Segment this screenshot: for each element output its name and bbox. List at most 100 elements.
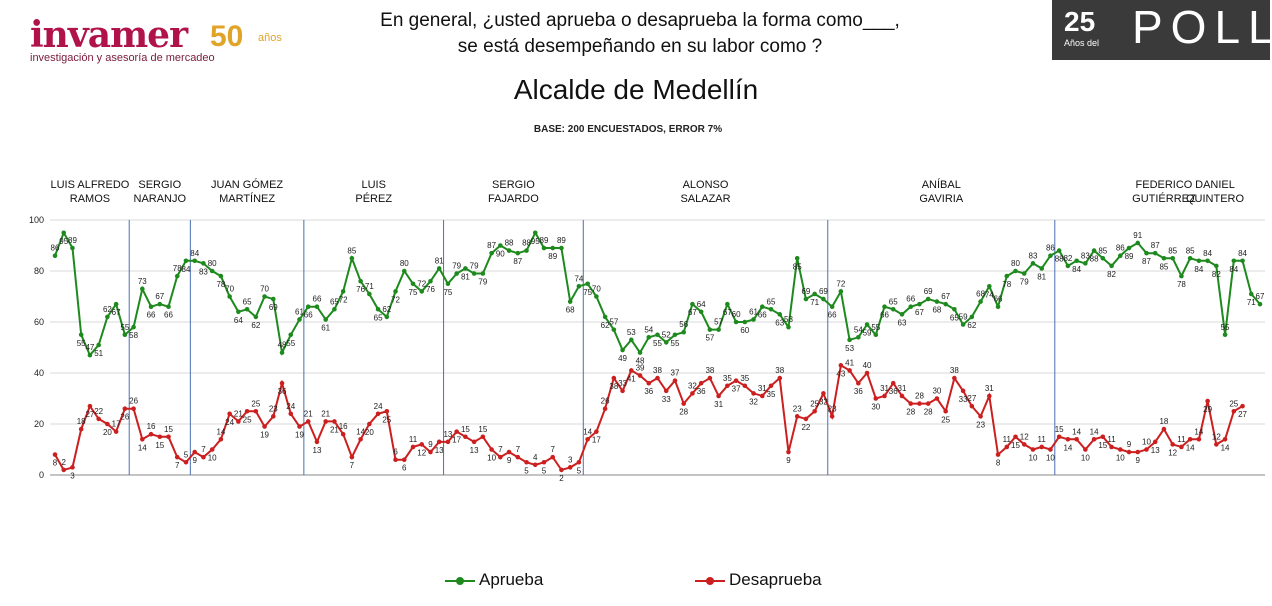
data-label-desaprueba: 15 [1055,425,1064,434]
data-label-aprueba: 84 [190,249,199,258]
data-point-desaprueba [952,375,957,381]
data-label-aprueba: 55 [77,339,86,348]
data-point-desaprueba [1144,447,1149,452]
data-label-aprueba: 65 [374,313,383,322]
data-label-desaprueba: 39 [636,364,645,373]
data-point-desaprueba [995,452,1001,457]
data-point-desaprueba [166,434,171,440]
data-point-aprueba [244,306,250,312]
data-label-desaprueba: 5 [524,466,529,475]
data-label-aprueba: 81 [461,272,470,281]
data-point-aprueba [349,255,355,261]
data-label-desaprueba: 18 [1159,417,1168,426]
data-point-aprueba [934,299,940,304]
data-label-aprueba: 88 [1055,255,1064,264]
data-point-aprueba [629,337,634,343]
data-point-desaprueba [262,424,267,429]
data-label-desaprueba: 30 [932,387,941,396]
data-label-desaprueba: 13 [313,446,322,455]
data-point-desaprueba [1083,447,1088,452]
data-point-desaprueba [1091,437,1097,442]
data-point-aprueba [890,306,896,312]
data-label-aprueba: 49 [618,354,627,363]
data-point-aprueba [1100,255,1106,261]
data-point-desaprueba [445,439,451,445]
data-point-desaprueba [279,380,285,386]
data-label-desaprueba: 3 [70,471,75,480]
data-label-desaprueba: 21 [321,409,330,418]
legend-desaprueba-label: Desaprueba [729,570,822,589]
data-point-aprueba [637,350,643,355]
data-label-desaprueba: 28 [679,408,688,417]
data-label-desaprueba: 25 [1229,399,1238,408]
data-point-aprueba [978,299,983,304]
data-point-aprueba [401,268,407,274]
data-label-aprueba: 89 [540,236,549,245]
data-point-aprueba [288,332,294,338]
data-label-desaprueba: 30 [871,403,880,412]
data-label-desaprueba: 9 [1136,456,1141,465]
data-point-aprueba [611,327,617,332]
data-point-desaprueba [1056,434,1062,440]
data-point-desaprueba [1004,444,1010,450]
data-point-aprueba [532,230,538,236]
data-point-aprueba [1152,250,1158,256]
data-point-desaprueba [1117,447,1123,452]
data-label-aprueba: 71 [810,298,819,307]
data-point-desaprueba [78,426,84,432]
data-label-desaprueba: 31 [880,384,889,393]
data-point-aprueba [716,327,721,332]
data-label-aprueba: 61 [321,323,330,332]
data-label-desaprueba: 9 [1127,440,1132,449]
data-point-aprueba [218,273,224,279]
data-point-desaprueba [742,383,748,389]
data-label-aprueba: 57 [705,334,714,343]
data-label-aprueba: 64 [234,316,243,325]
data-point-aprueba [1056,248,1062,253]
data-point-aprueba [1126,245,1132,251]
data-point-aprueba [1091,248,1097,253]
data-point-desaprueba [244,408,250,414]
chart-title: Alcalde de Medellín [513,74,759,105]
data-point-desaprueba [864,370,870,376]
data-label-desaprueba: 5 [577,466,582,475]
data-point-desaprueba [463,434,468,440]
data-point-desaprueba [140,437,145,442]
data-label-desaprueba: 31 [985,384,994,393]
data-point-aprueba [725,301,730,307]
data-point-aprueba [358,278,363,284]
badge-word: POLL [1132,1,1272,53]
data-point-desaprueba [471,439,477,445]
data-label-aprueba: 53 [627,328,636,337]
data-point-desaprueba [803,416,809,422]
data-point-aprueba [943,301,948,307]
data-point-desaprueba [288,411,294,417]
data-point-aprueba [777,312,783,317]
data-label-desaprueba: 9 [428,440,433,449]
data-point-aprueba [166,304,171,310]
data-point-aprueba [332,306,337,312]
data-label-aprueba: 78 [1002,280,1011,289]
data-label-desaprueba: 18 [77,417,86,426]
data-label-desaprueba: 16 [339,422,348,431]
data-label-desaprueba: 25 [810,399,819,408]
data-label-aprueba: 90 [496,250,505,259]
data-label-aprueba: 84 [1072,265,1081,274]
data-label-desaprueba: 11 [1003,435,1012,444]
data-label-aprueba: 81 [1037,272,1046,281]
data-point-desaprueba [637,373,643,378]
data-point-aprueba [838,289,844,294]
data-point-desaprueba [690,391,695,396]
data-label-aprueba: 60 [740,326,749,335]
data-point-aprueba [61,230,67,236]
data-point-aprueba [192,258,198,264]
data-point-desaprueba [131,406,136,412]
data-label-desaprueba: 10 [1081,454,1090,463]
data-point-desaprueba [943,408,948,414]
data-label-aprueba: 84 [1238,249,1247,258]
data-label-aprueba: 76 [356,285,365,294]
data-point-aprueba [78,332,84,338]
data-point-desaprueba [1100,434,1106,440]
data-label-aprueba: 84 [182,265,191,274]
data-label-desaprueba: 33 [959,395,968,404]
